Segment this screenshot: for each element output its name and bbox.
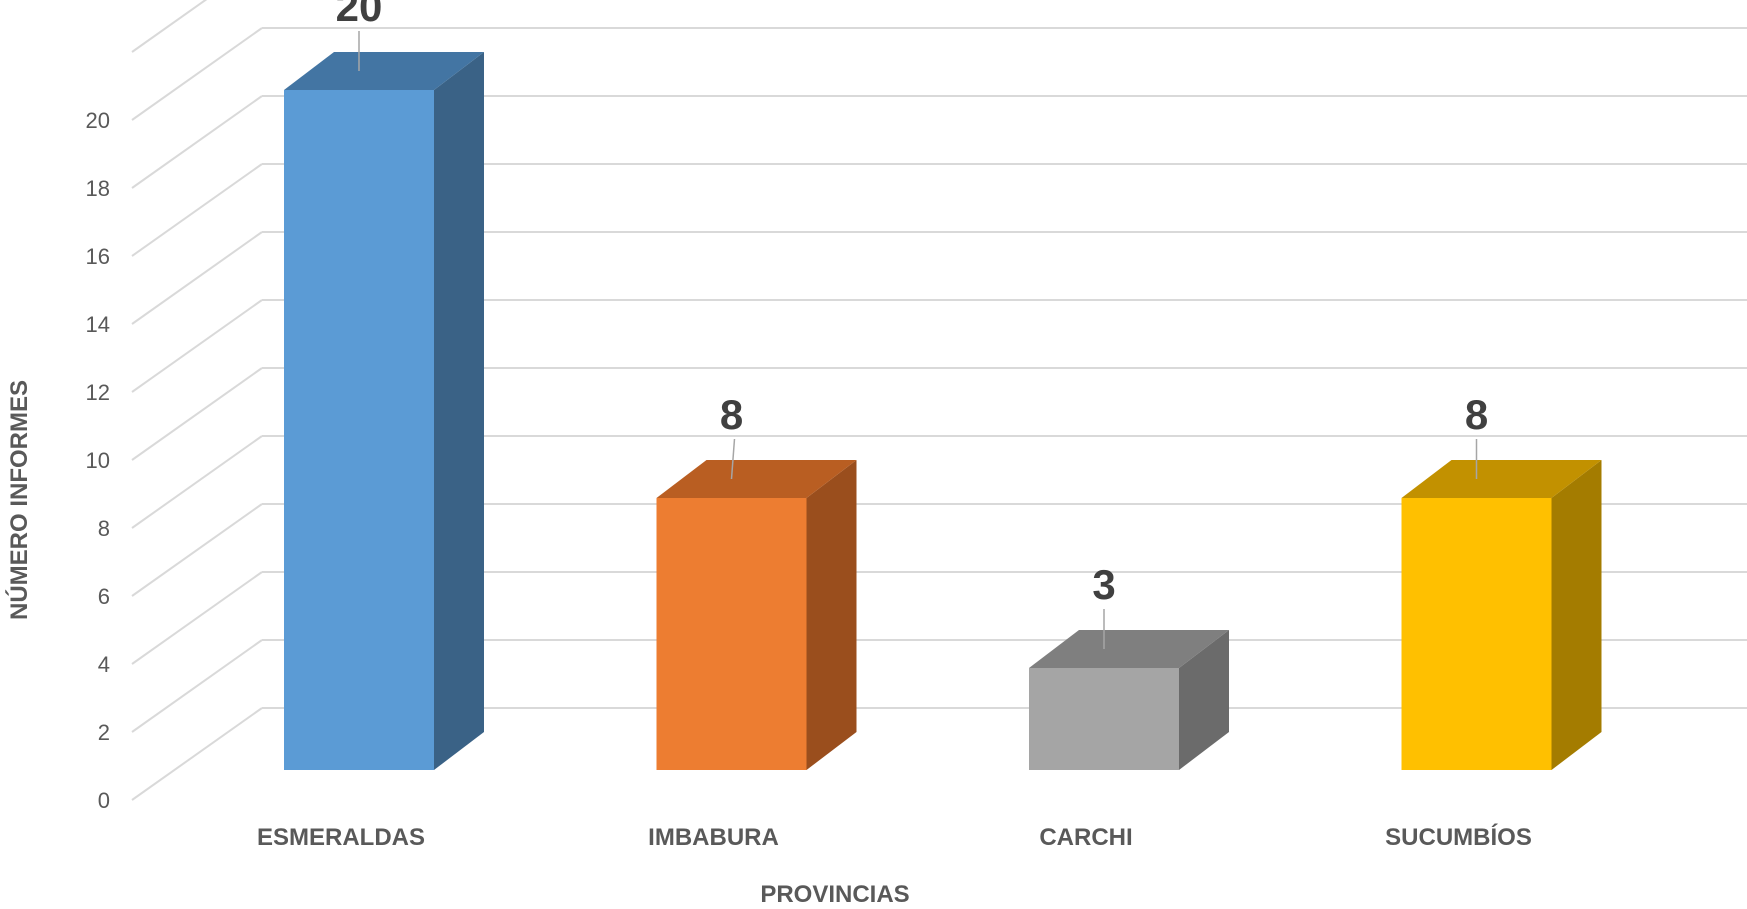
y-tick-label: 12 — [86, 380, 110, 405]
bar-side-face — [1551, 460, 1602, 770]
y-axis-ticks: 0 2 4 6 8 10 12 14 16 18 20 — [86, 108, 110, 813]
bar-top-face — [1401, 460, 1602, 498]
x-axis-categories: ESMERALDAS IMBABURA CARCHI SUCUMBÍOS — [257, 823, 1532, 851]
gridline-side — [131, 707, 263, 801]
x-category-label: ESMERALDAS — [257, 824, 425, 851]
y-tick-label: 8 — [98, 516, 110, 541]
x-category-label: SUCUMBÍOS — [1385, 823, 1532, 851]
gridline-side — [131, 367, 263, 461]
bar-4 — [1401, 460, 1602, 770]
gridline-side — [131, 95, 263, 189]
x-category-label: CARCHI — [1039, 824, 1132, 851]
bar-top-face — [284, 52, 484, 90]
y-tick-label: 16 — [86, 244, 110, 269]
bar-front-face — [656, 498, 807, 770]
gridline-side — [131, 27, 263, 121]
bar-side-face — [806, 460, 857, 770]
bars — [284, 52, 1602, 770]
data-label: 8 — [720, 391, 743, 438]
gridline-side — [131, 435, 263, 529]
bar-3 — [1029, 630, 1229, 770]
bar-top-face — [1029, 630, 1229, 668]
data-label: 8 — [1465, 391, 1488, 438]
bar-side-face — [1179, 630, 1229, 770]
bar-side-face — [434, 52, 484, 770]
bar-2 — [656, 460, 857, 770]
x-axis-title: PROVINCIAS — [760, 881, 909, 908]
y-tick-label: 18 — [86, 176, 110, 201]
y-tick-label: 14 — [86, 312, 110, 337]
gridlines — [131, 0, 1747, 801]
gridline-side — [131, 639, 263, 733]
bar-1 — [284, 52, 484, 770]
gridline-side — [131, 571, 263, 665]
y-tick-label: 2 — [98, 720, 110, 745]
bar-front-face — [1401, 498, 1552, 770]
data-label-leader — [730, 438, 736, 480]
gridline-side — [131, 0, 208, 53]
gridline-side — [131, 163, 263, 257]
data-labels: 20 8 3 8 — [336, 0, 1488, 649]
bar-front-face — [284, 90, 434, 770]
y-tick-label: 10 — [86, 448, 110, 473]
y-tick-label: 4 — [98, 652, 110, 677]
y-axis-title: NÚMERO INFORMES — [5, 380, 33, 620]
y-tick-label: 20 — [86, 108, 110, 133]
x-category-label: IMBABURA — [648, 824, 779, 851]
gridline-side — [131, 503, 263, 597]
bar-top-face — [656, 460, 857, 498]
gridline-side — [131, 299, 263, 393]
gridline-side — [131, 231, 263, 325]
data-label: 20 — [336, 0, 383, 30]
y-tick-label: 0 — [98, 788, 110, 813]
y-tick-label: 6 — [98, 584, 110, 609]
data-label: 3 — [1092, 561, 1115, 608]
bar-front-face — [1029, 668, 1179, 770]
